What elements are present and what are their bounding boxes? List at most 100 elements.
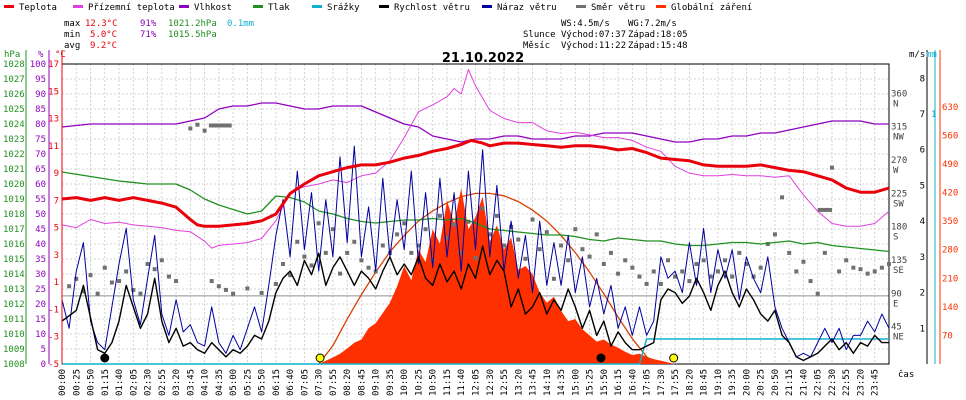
wind-direction-point <box>430 258 435 263</box>
axis-hpa-tick: 1024 <box>3 120 25 130</box>
wind-direction-point <box>466 219 471 224</box>
axes-layer: hPa1008100910101011101210131014101510161… <box>3 50 958 396</box>
x-axis-time-label: 23:20 <box>856 369 866 396</box>
axis-ms-tick: 6 <box>920 146 925 156</box>
info-moon-rise: Východ:11:22 <box>561 41 626 51</box>
stat-min-hum: 71% <box>140 30 157 40</box>
axis-hpa-tick: 1018 <box>3 210 25 220</box>
wind-direction-point <box>216 284 221 289</box>
axis-mm-tick: 1 <box>931 110 936 120</box>
wind-direction-point <box>231 291 236 296</box>
axis-direction-name: E <box>893 299 898 309</box>
axis-hpa-tick: 1011 <box>3 315 25 325</box>
axis-degc-tick: 7 <box>54 196 59 206</box>
wind-direction-point <box>395 232 400 237</box>
x-axis-time-label: 22:05 <box>814 369 824 396</box>
x-axis-time-label: 06:15 <box>272 369 282 396</box>
wind-direction-point <box>202 128 207 133</box>
axis-pct-tick: 75 <box>35 135 46 145</box>
axis-hpa-tick: 1015 <box>3 255 25 265</box>
info-block: WS:4.5m/s WG:7.2m/s Slunce Východ:07:37 … <box>523 19 688 51</box>
axis-degc-tick: 9 <box>54 169 59 179</box>
wind-direction-point <box>159 258 164 263</box>
wind-direction-point <box>808 279 813 284</box>
axis-pct-tick: 5 <box>41 345 46 355</box>
wind-direction-point <box>209 279 214 284</box>
x-axis-time-label: 07:55 <box>329 369 339 396</box>
x-axis-time-label: 01:40 <box>115 369 125 396</box>
info-sun-set: Západ:18:05 <box>628 30 688 40</box>
wind-direction-point <box>794 269 799 274</box>
axis-direction-degree: 90 <box>891 289 902 299</box>
axis-ms-tick: 4 <box>920 217 925 227</box>
wind-direction-point <box>559 243 564 248</box>
axis-degc-tick: -1 <box>48 305 59 315</box>
legend-swatch <box>482 5 492 8</box>
axis-hpa-tick: 1012 <box>3 300 25 310</box>
wind-direction-point <box>616 271 621 276</box>
x-axis-time-label: 04:10 <box>201 369 211 396</box>
x-axis-time-label: 10:25 <box>414 369 424 396</box>
axis-direction-degree: 270 <box>891 156 907 166</box>
axis-direction-degree: 135 <box>891 256 907 266</box>
x-axis-time-label: 02:30 <box>144 369 154 396</box>
stat-min-label: min <box>64 30 80 40</box>
axis-ms-tick: 3 <box>920 253 925 263</box>
axis-direction-name: NW <box>893 133 904 143</box>
wind-direction-point <box>594 232 599 237</box>
wind-direction-point <box>494 213 499 218</box>
axis-hpa-tick: 1022 <box>3 150 25 160</box>
x-axis-time-label: 09:35 <box>386 369 396 396</box>
wind-direction-point <box>680 269 685 274</box>
wind-direction-point <box>644 282 649 286</box>
x-axis-time-label: 00:00 <box>58 369 68 396</box>
info-moon-label: Měsíc <box>523 41 550 51</box>
series-global-radiation <box>318 188 676 364</box>
wind-direction-point <box>74 276 79 281</box>
axis-hpa-tick: 1020 <box>3 180 25 190</box>
axis-pct-tick: 55 <box>35 195 46 205</box>
wind-direction-point <box>359 258 364 263</box>
series-pressure <box>61 171 890 253</box>
axis-pct-tick: 25 <box>35 285 46 295</box>
stat-max-rain: 0.1mm <box>227 19 254 29</box>
wind-direction-point <box>751 274 756 279</box>
wind-direction-point <box>81 289 86 294</box>
moon-marker-icon <box>596 353 606 363</box>
wind-direction-point <box>566 258 571 263</box>
axis-pct-tick: 35 <box>35 255 46 265</box>
x-axis-time-label: 19:35 <box>728 369 738 396</box>
legend-label: Náraz větru <box>497 3 557 13</box>
x-axis-time-label: 11:40 <box>457 369 467 396</box>
legend-label: Srážky <box>327 3 360 13</box>
wind-direction-point <box>502 243 507 248</box>
stat-min-pres: 1015.5hPa <box>168 30 217 40</box>
x-axis-time-label: 18:45 <box>700 369 710 396</box>
wind-direction-point <box>658 282 663 286</box>
axis-degc-tick: 17 <box>48 60 59 70</box>
wind-direction-point <box>601 262 606 266</box>
axis-pct-tick: 50 <box>35 210 46 220</box>
axis-pct-unit: % <box>38 50 44 60</box>
axis-pct-tick: 85 <box>35 105 46 115</box>
stat-max-label: max <box>64 19 81 29</box>
stat-avg-label: avg <box>64 41 80 51</box>
wind-direction-point <box>872 269 877 274</box>
axis-hpa-tick: 1025 <box>3 105 25 115</box>
axis-ms-tick: 1 <box>920 324 925 334</box>
wind-direction-point <box>138 291 143 296</box>
axis-ms-tick: 8 <box>920 74 925 84</box>
legend-swatch <box>312 5 322 8</box>
x-axis-time-label: 09:10 <box>372 369 382 396</box>
axis-hpa-tick: 1014 <box>3 270 25 280</box>
wind-direction-point <box>879 265 884 270</box>
wind-direction-point <box>459 250 464 255</box>
wind-direction-point <box>608 250 613 255</box>
wind-direction-point <box>723 258 728 263</box>
wind-direction-point <box>551 276 556 281</box>
wind-direction-point <box>117 279 122 284</box>
axis-hpa-tick: 1027 <box>3 75 25 85</box>
wind-direction-point <box>152 267 157 272</box>
x-axis-time-label: 05:50 <box>258 369 268 396</box>
axis-wm2-tick: 70 <box>942 331 953 341</box>
